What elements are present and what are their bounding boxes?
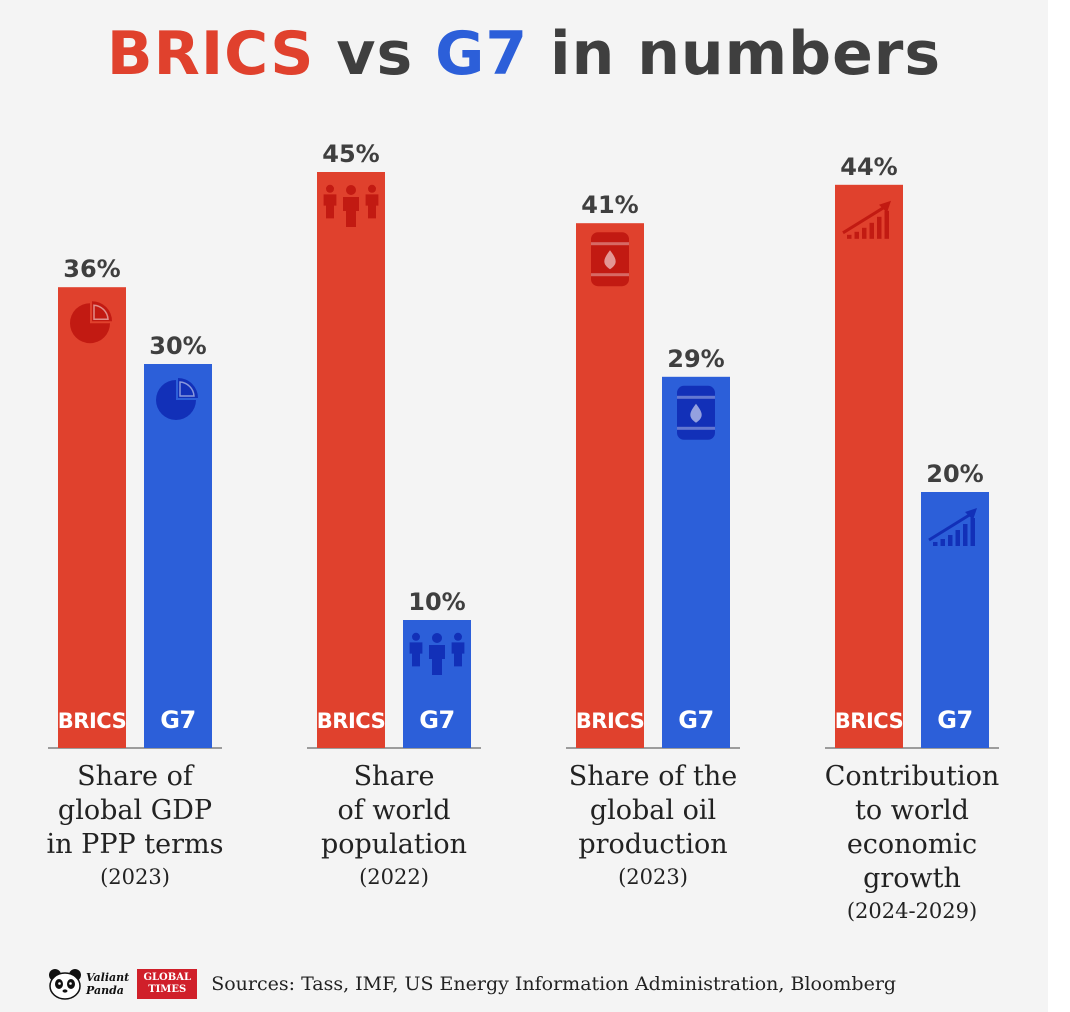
series-label: G7 [937, 706, 972, 734]
series-label: BRICS [835, 709, 903, 733]
series-label: BRICS [58, 709, 126, 733]
people-icon [409, 632, 465, 675]
title-brics: BRICS [106, 19, 315, 89]
group-label: Share of world population (2022) [284, 760, 504, 892]
group-label-line: Share of [77, 761, 193, 792]
value-label: 20% [926, 460, 983, 488]
global-times-logo: GLOBAL TIMES [137, 969, 198, 999]
group-label: Contribution to world economic growth (2024-… [802, 760, 1022, 926]
people-icon [323, 184, 379, 227]
series-label: G7 [419, 706, 454, 734]
group-label-line: Contribution [824, 761, 1000, 792]
title-g7: G7 [435, 19, 529, 89]
valiant-panda-logo-icon [49, 969, 81, 1000]
title-vs: vs [314, 19, 436, 89]
group-year: (2022) [359, 865, 429, 889]
growth-chart-icon [928, 508, 977, 546]
bar-group: 44% BRICS 20% G7 [825, 153, 999, 749]
series-label: G7 [160, 706, 195, 734]
group-year: (2023) [100, 865, 170, 889]
group-label-line: Share [353, 761, 435, 792]
oil-barrel-icon [591, 232, 629, 287]
logo-gt-line1: GLOBAL [143, 972, 191, 983]
value-label: 10% [408, 588, 465, 616]
growth-chart-icon [842, 200, 891, 239]
logo-valiant-line2: Panda [86, 984, 124, 997]
bar-brics [576, 223, 644, 748]
bar-brics [58, 287, 126, 748]
bar-group: 36% BRICS 30% G7 [48, 255, 222, 749]
logo-valiant-line1: Valiant [86, 971, 130, 984]
group-label-line: to world [855, 795, 969, 826]
group-label-line: in PPP terms [46, 829, 224, 860]
group-label-line: production [578, 829, 728, 860]
bar-group: 41% BRICS 29% G7 [566, 191, 740, 749]
page-title: BRICS vs G7 in numbers [0, 18, 1048, 90]
group-year: (2024-2029) [846, 899, 978, 923]
oil-barrel-icon [677, 385, 715, 440]
bar-chart: 36%BRICS30%G745%BRICS10%G741%BRICS29%G74… [48, 140, 999, 749]
title-suffix: in numbers [528, 19, 942, 89]
value-label: 36% [63, 255, 120, 283]
bar-g7 [144, 364, 212, 748]
series-label: BRICS [576, 709, 644, 733]
value-label: 30% [149, 332, 206, 360]
group-year: (2023) [618, 865, 688, 889]
group-label-line: economic [846, 829, 978, 860]
group-label-line: global oil [589, 795, 717, 826]
valiant-panda-logo: Valiant Panda [86, 971, 129, 997]
group-label-line: population [320, 829, 468, 860]
group-label: Share of the global oil production (2023) [543, 760, 763, 892]
infographic-panel: BRICS vs G7 in numbers 36% BRICS 30% G7 45% B… [0, 0, 1048, 1012]
footer: Valiant Panda GLOBAL TIMES Sources: Tass… [46, 966, 896, 1002]
value-label: 41% [581, 191, 638, 219]
pie-chart-icon [156, 378, 198, 420]
group-label-line: Share of the [568, 761, 738, 792]
group-label-line: global GDP [57, 795, 213, 826]
series-label: G7 [678, 706, 713, 734]
group-label-line: growth [863, 863, 961, 894]
bar-brics [317, 172, 385, 748]
bar-brics [835, 184, 903, 749]
value-label: 29% [667, 345, 724, 373]
group-label: Share of global GDP in PPP terms (2023) [25, 760, 245, 892]
bar-group: 45% BRICS 10% G7 [307, 140, 481, 749]
bar-g7 [921, 492, 989, 748]
group-label-line: of world [337, 795, 451, 826]
series-label: BRICS [317, 709, 385, 733]
value-label: 44% [840, 153, 897, 181]
logo-gt-line2: TIMES [148, 984, 187, 995]
value-label: 45% [322, 140, 379, 168]
sources-text: Sources: Tass, IMF, US Energy Informatio… [211, 973, 897, 995]
pie-chart-icon [70, 301, 112, 344]
